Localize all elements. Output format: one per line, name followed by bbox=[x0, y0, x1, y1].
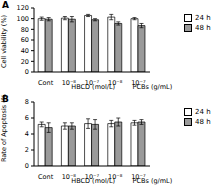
svg-text:Rate of Apoptosis (%): Rate of Apoptosis (%) bbox=[8, 94, 9, 162]
svg-text:80: 80 bbox=[21, 26, 29, 34]
svg-text:2: 2 bbox=[25, 146, 29, 154]
svg-text:0: 0 bbox=[25, 162, 29, 170]
svg-text:60: 60 bbox=[21, 36, 29, 44]
svg-text:Cont: Cont bbox=[38, 173, 54, 181]
svg-text:4: 4 bbox=[25, 130, 29, 138]
svg-text:Cell viability (%): Cell viability (%) bbox=[8, 15, 9, 68]
svg-text:Cont: Cont bbox=[38, 79, 54, 87]
svg-text:40: 40 bbox=[21, 47, 29, 55]
svg-text:120: 120 bbox=[17, 4, 29, 12]
svg-text:20: 20 bbox=[21, 58, 29, 66]
svg-text:6: 6 bbox=[25, 114, 29, 122]
svg-text:100: 100 bbox=[17, 15, 29, 23]
svg-text:0: 0 bbox=[25, 68, 29, 76]
svg-text:8: 8 bbox=[25, 98, 29, 106]
